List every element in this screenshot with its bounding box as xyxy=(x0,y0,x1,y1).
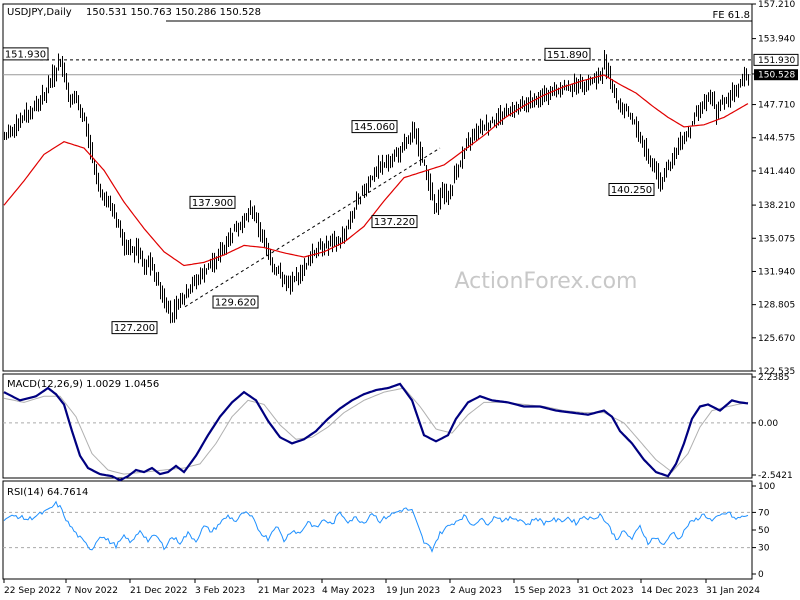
swing-label-box xyxy=(544,47,591,61)
price-tick-label: 157.210 xyxy=(758,0,795,10)
price-tick-label: 125.670 xyxy=(758,334,795,344)
time-tick-label: 31 Oct 2023 xyxy=(578,586,634,596)
price-tick-label: 141.440 xyxy=(758,167,795,177)
swing-label: 140.250 xyxy=(611,185,652,196)
price-tick-label: 122.535 xyxy=(758,367,795,377)
time-axis: 22 Sep 2022 7 Nov 2022 21 Dec 2022 3 Feb 20… xyxy=(3,579,760,596)
swing-label: 127.200 xyxy=(114,323,155,334)
macd-tick-label: -2.5421 xyxy=(758,471,793,481)
rsi-line xyxy=(3,500,749,553)
resistance-price-tag: 151.930 xyxy=(753,53,799,66)
rsi-pane-frame xyxy=(2,480,753,580)
price-tick-label: 153.940 xyxy=(758,35,795,45)
macd-tick-label: 2.2385 xyxy=(758,373,790,383)
time-tick-label: 31 Jan 2024 xyxy=(706,586,760,596)
time-tick-label: 3 Feb 2023 xyxy=(195,586,245,596)
swing-label-box xyxy=(189,195,236,209)
time-tick-label: 21 Mar 2023 xyxy=(258,586,315,596)
time-tick-label: 15 Sep 2023 xyxy=(514,586,571,596)
resistance-price-tag-text: 151.930 xyxy=(758,56,795,66)
swing-label: 151.890 xyxy=(547,50,588,61)
time-tick-label: 14 Dec 2023 xyxy=(641,586,699,596)
swing-label: 145.060 xyxy=(354,122,395,133)
macd-tick-label: 0.00 xyxy=(758,419,778,429)
swing-label-box xyxy=(608,183,655,197)
swing-label-box xyxy=(351,120,398,134)
price-tick-label: 131.940 xyxy=(758,267,795,277)
swing-label-box xyxy=(212,295,259,309)
rsi-axis: 100 70 50 30 0 xyxy=(752,482,775,580)
watermark: ActionForex.com xyxy=(455,269,638,294)
swing-label: 151.930 xyxy=(5,49,46,60)
time-tick-label: 19 Jun 2023 xyxy=(386,586,440,596)
time-tick-label: 7 Nov 2022 xyxy=(66,586,118,596)
rsi-tick-label: 100 xyxy=(758,482,775,492)
trend-channel-line xyxy=(184,147,441,308)
swing-label-box xyxy=(371,215,418,229)
price-tick-label: 135.075 xyxy=(758,234,795,244)
macd-signal-line xyxy=(3,387,749,475)
swing-annotations: 151.930 127.200 137.900 129.620 145.060 137.2… xyxy=(2,47,655,335)
swing-label-box xyxy=(2,47,49,61)
ohlc-header: 150.531 150.763 150.286 150.528 xyxy=(86,7,261,18)
swing-label-box xyxy=(111,321,158,335)
macd-header: MACD(12,26,9) 1.0029 1.0456 xyxy=(7,379,159,390)
price-bars xyxy=(4,49,749,324)
macd-line xyxy=(3,382,749,482)
price-tick-label: 128.805 xyxy=(758,301,795,311)
symbol-header: USDJPY,Daily xyxy=(7,7,72,18)
time-tick-label: 22 Sep 2022 xyxy=(4,586,61,596)
fe-618-label: FE 61.8 xyxy=(712,10,750,21)
macd-axis: 2.2385 0.00 -2.5421 xyxy=(752,373,793,481)
price-tick-label: 144.575 xyxy=(758,134,795,144)
swing-label: 129.620 xyxy=(215,298,256,309)
time-tick-label: 2 Aug 2023 xyxy=(450,586,502,596)
time-tick-label: 21 Dec 2022 xyxy=(130,586,188,596)
moving-average-line xyxy=(3,74,749,267)
rsi-tick-label: 0 xyxy=(758,570,764,580)
rsi-tick-label: 30 xyxy=(758,544,770,554)
current-price-tag-text: 150.528 xyxy=(758,71,795,81)
price-axis: 157.210153.940150.600147.710144.575141.4… xyxy=(752,0,795,377)
rsi-tick-label: 70 xyxy=(758,508,770,518)
current-price-tag: 150.528 xyxy=(754,69,798,81)
rsi-tick-label: 50 xyxy=(758,526,770,536)
time-tick-label: 4 May 2023 xyxy=(322,586,375,596)
rsi-header: RSI(14) 64.7614 xyxy=(7,487,88,498)
swing-label: 137.900 xyxy=(192,198,233,209)
swing-label: 137.220 xyxy=(374,217,415,228)
price-tick-label: 138.210 xyxy=(758,201,795,211)
price-tick-label: 147.710 xyxy=(758,101,795,111)
